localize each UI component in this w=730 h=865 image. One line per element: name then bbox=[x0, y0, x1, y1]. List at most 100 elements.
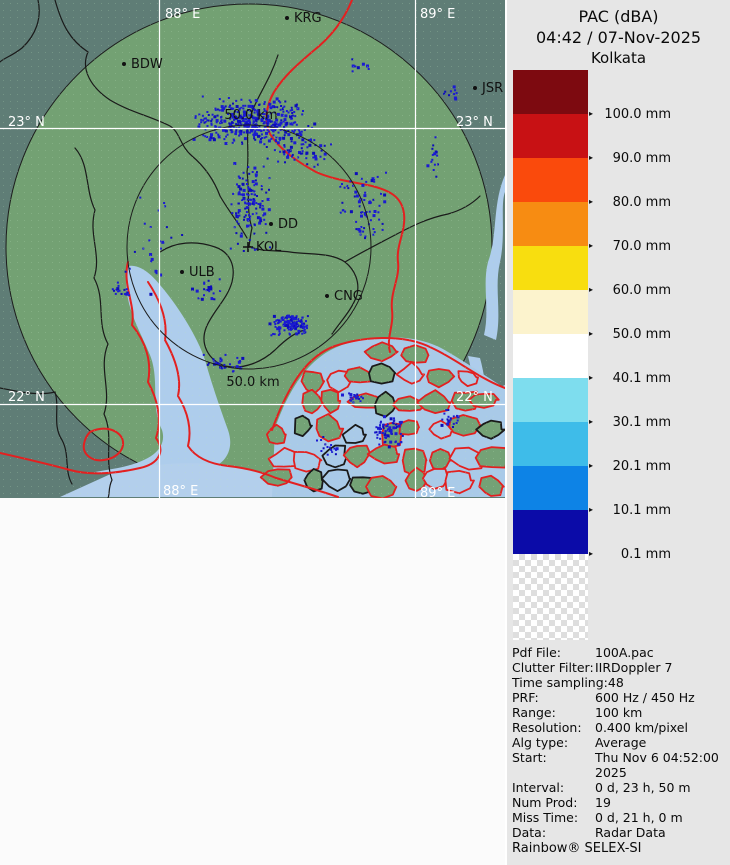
delta-island bbox=[475, 419, 505, 440]
metadata-value: 0 d, 21 h, 0 m bbox=[595, 810, 683, 825]
precip-pixel bbox=[389, 440, 393, 444]
latlon-gridlines bbox=[0, 0, 505, 498]
precip-pixel bbox=[279, 150, 282, 153]
precip-pixel bbox=[218, 98, 221, 100]
precip-pixel bbox=[307, 125, 310, 127]
precip-pixel bbox=[236, 220, 239, 223]
precip-pixel bbox=[290, 323, 294, 327]
city-code-label: DD bbox=[278, 217, 298, 232]
precip-pixel bbox=[249, 122, 252, 125]
precip-pixel bbox=[265, 131, 268, 135]
radar-map: 88° E 89° E 23° N 23° N 22° N 22° N 88° E 89° E… bbox=[0, 0, 505, 498]
precip-pixel bbox=[292, 131, 295, 134]
precip-pixel bbox=[265, 110, 268, 113]
tick-arrow-icon: ▸ bbox=[589, 241, 594, 250]
precip-pixel bbox=[235, 105, 239, 108]
precip-pixel bbox=[239, 366, 243, 370]
precip-pixel bbox=[224, 105, 227, 108]
metadata-row: Clutter Filter: IIRDoppler 7 bbox=[512, 660, 728, 675]
precip-pixel bbox=[208, 290, 211, 293]
scale-value-label: 90.0 mm bbox=[612, 150, 671, 166]
city-marker-dot bbox=[285, 16, 289, 20]
precip-pixel bbox=[331, 450, 334, 453]
precip-pixel bbox=[280, 114, 283, 117]
precip-pixel bbox=[295, 315, 298, 318]
precip-pixel bbox=[452, 426, 454, 428]
precip-pixel bbox=[270, 334, 273, 337]
precip-pixel bbox=[341, 183, 343, 185]
delta-island bbox=[341, 423, 367, 444]
precip-pixel bbox=[349, 393, 353, 397]
precip-pixel bbox=[139, 196, 142, 199]
precip-pixel bbox=[223, 138, 226, 141]
precip-pixel bbox=[246, 122, 250, 126]
precip-pixel bbox=[371, 177, 375, 181]
precip-pixel bbox=[249, 215, 252, 218]
precip-pixel bbox=[290, 140, 293, 143]
precip-pixel bbox=[355, 194, 359, 198]
precip-pixel bbox=[255, 132, 258, 135]
precip-pixel bbox=[243, 137, 247, 141]
metadata-label: Data: bbox=[512, 825, 547, 840]
precip-pixel bbox=[273, 111, 276, 114]
precip-pixel bbox=[305, 157, 308, 160]
precip-pixel bbox=[376, 436, 379, 439]
precip-pixel bbox=[378, 204, 381, 207]
precip-pixel bbox=[273, 121, 276, 124]
precip-pixel bbox=[283, 321, 286, 324]
precip-pixel bbox=[241, 177, 244, 180]
precip-pixel bbox=[334, 453, 337, 456]
precip-pixel bbox=[248, 172, 251, 175]
precip-pixel bbox=[203, 281, 206, 284]
precip-pixel bbox=[351, 70, 354, 73]
precip-pixel bbox=[254, 119, 257, 122]
precip-pixel bbox=[295, 320, 298, 323]
precip-pixel bbox=[242, 113, 246, 117]
precip-pixel bbox=[392, 426, 396, 430]
precip-pixel bbox=[292, 121, 295, 124]
precip-pixel bbox=[322, 447, 325, 450]
delta-island bbox=[320, 388, 342, 415]
precip-pixel bbox=[204, 117, 207, 120]
metadata-row: Range: 100 km bbox=[512, 705, 728, 720]
precip-pixel bbox=[278, 123, 282, 127]
software-brand: Rainbow® SELEX-SI bbox=[512, 841, 642, 856]
precip-pixel bbox=[239, 187, 243, 191]
precip-pixel bbox=[205, 289, 208, 292]
precip-pixel bbox=[251, 124, 255, 128]
precip-pixel bbox=[297, 320, 300, 322]
precip-pixel bbox=[159, 247, 162, 250]
precip-pixel bbox=[219, 290, 222, 292]
precip-pixel bbox=[126, 291, 129, 294]
precip-pixel bbox=[379, 437, 382, 440]
precip-pixel bbox=[272, 127, 276, 131]
precip-pixel bbox=[259, 202, 262, 205]
precip-pixel bbox=[380, 428, 382, 430]
precip-pixel bbox=[259, 140, 263, 144]
precip-pixel bbox=[387, 429, 390, 432]
precip-pixel bbox=[289, 318, 293, 322]
precip-pixel bbox=[229, 117, 232, 120]
precip-pixel bbox=[362, 397, 364, 400]
product-timestamp: 04:42 / 07-Nov-2025 bbox=[535, 28, 702, 47]
precip-pixel bbox=[372, 233, 375, 236]
precip-pixel bbox=[208, 138, 212, 142]
precip-pixel bbox=[219, 126, 222, 129]
city-code-label: JSR bbox=[481, 81, 503, 96]
precip-pixel bbox=[291, 112, 294, 114]
precip-pixel bbox=[149, 253, 153, 256]
precip-pixel bbox=[357, 395, 359, 398]
precip-pixel bbox=[123, 288, 126, 291]
tick-arrow-icon: ▸ bbox=[589, 417, 594, 426]
metadata-value: 100 km bbox=[595, 705, 643, 720]
metadata-value: 48 bbox=[607, 675, 624, 690]
precip-pixel bbox=[111, 288, 114, 291]
precip-pixel bbox=[207, 362, 210, 365]
precip-pixel bbox=[253, 135, 256, 138]
precip-pixel bbox=[235, 131, 238, 134]
precip-pixel bbox=[431, 147, 434, 150]
precip-pixel bbox=[279, 101, 282, 104]
precip-pixel bbox=[218, 363, 221, 366]
precip-pixel bbox=[289, 122, 293, 126]
precip-pixel bbox=[301, 316, 304, 319]
